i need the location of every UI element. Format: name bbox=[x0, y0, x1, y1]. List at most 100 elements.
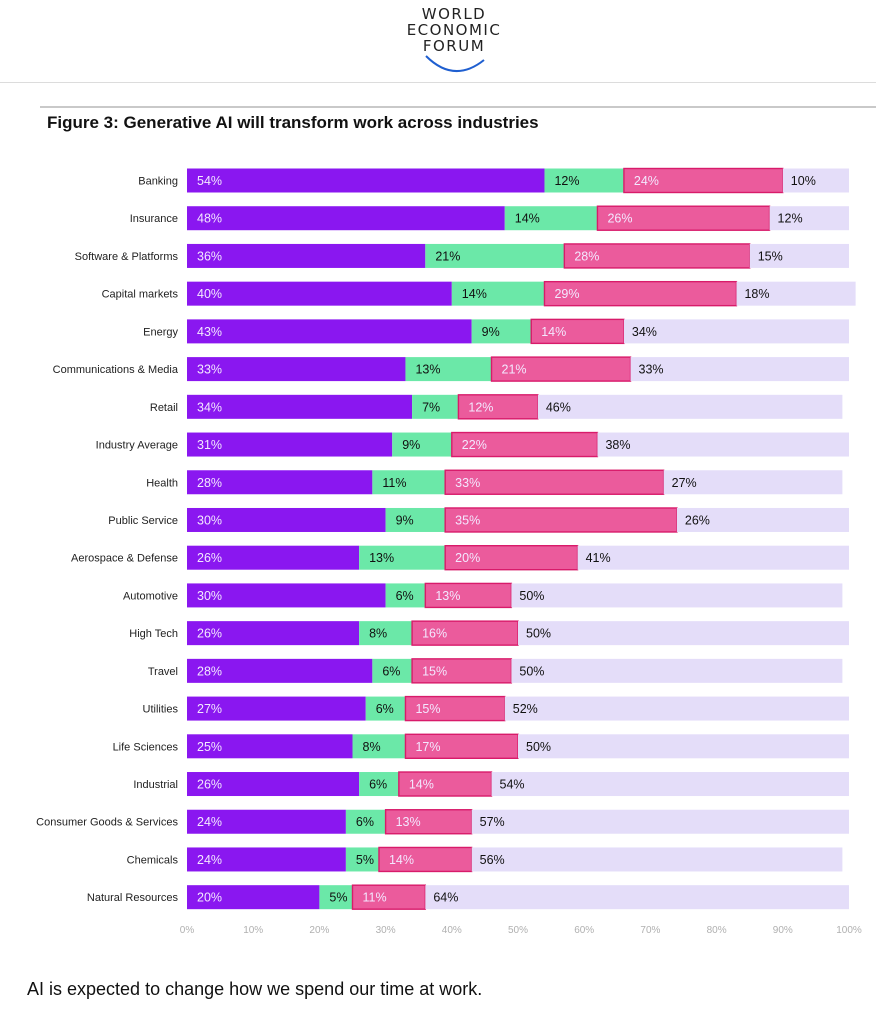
category-label-capital-markets: Capital markets bbox=[102, 289, 179, 301]
value-label-seg3-retail: 12% bbox=[468, 400, 493, 414]
logo-line-1: WORLD bbox=[421, 5, 487, 23]
bar-seg1-insurance bbox=[187, 206, 505, 231]
value-label-seg1-industrial: 26% bbox=[197, 778, 222, 792]
stacked-bar-chart: Banking 54% 12% 24% 10% Insurance 48% 14% 26% 12%… bbox=[36, 167, 862, 936]
bar-seg3-industry-average bbox=[451, 431, 599, 458]
bar-seg1-retail bbox=[187, 394, 413, 419]
logo-line-3: FORUM bbox=[422, 37, 486, 55]
value-label-seg2-software-platforms: 21% bbox=[435, 249, 460, 263]
logo-line-2: ECONOMIC bbox=[406, 21, 502, 39]
x-tick-label-10: 100% bbox=[836, 925, 862, 936]
value-label-seg3-insurance: 26% bbox=[607, 212, 632, 226]
category-label-life-sciences: Life Sciences bbox=[113, 741, 179, 753]
bar-seg3-communications-media bbox=[490, 356, 632, 382]
value-label-remainder-retail: 46% bbox=[546, 400, 571, 414]
bar-seg1-life-sciences bbox=[187, 734, 353, 759]
bar-remainder-banking bbox=[782, 168, 849, 193]
value-label-seg2-consumer-goods-services: 6% bbox=[356, 815, 374, 829]
bar-seg3-banking bbox=[623, 167, 784, 194]
bar-seg1-banking bbox=[187, 168, 545, 193]
bar-seg2-health bbox=[372, 470, 446, 495]
bar-remainder-natural-resources bbox=[425, 885, 849, 910]
value-label-seg3-chemicals: 14% bbox=[389, 853, 414, 867]
category-label-banking: Banking bbox=[138, 176, 178, 188]
category-label-automotive: Automotive bbox=[123, 590, 178, 602]
value-label-seg3-communications-media: 21% bbox=[502, 363, 527, 377]
value-label-remainder-public-service: 26% bbox=[685, 513, 710, 527]
bar-seg2-retail bbox=[412, 394, 459, 419]
bar-remainder-capital-markets bbox=[736, 281, 856, 306]
x-tick-label-6: 60% bbox=[574, 925, 594, 936]
value-label-seg2-capital-markets: 14% bbox=[462, 287, 487, 301]
bar-remainder-industrial bbox=[491, 772, 849, 797]
value-label-seg1-aerospace-defense: 26% bbox=[197, 551, 222, 565]
category-label-health: Health bbox=[146, 477, 178, 489]
category-label-communications-media: Communications & Media bbox=[53, 364, 179, 376]
category-label-energy: Energy bbox=[143, 326, 178, 338]
bar-seg3-software-platforms bbox=[563, 243, 751, 269]
logo-arc-icon bbox=[425, 55, 485, 73]
value-label-seg2-aerospace-defense: 13% bbox=[369, 551, 394, 565]
x-tick-label-9: 90% bbox=[773, 925, 793, 936]
world-economic-forum-logo[interactable]: WORLD ECONOMIC FORUM bbox=[398, 6, 510, 74]
bar-seg2-software-platforms bbox=[425, 243, 565, 268]
figure-top-rule bbox=[40, 106, 876, 108]
x-tick-label-1: 10% bbox=[243, 925, 263, 936]
value-label-seg3-travel: 15% bbox=[422, 664, 447, 678]
value-label-seg3-automotive: 13% bbox=[435, 589, 460, 603]
x-tick-label-7: 70% bbox=[640, 925, 660, 936]
bar-seg1-consumer-goods-services bbox=[187, 809, 346, 834]
value-label-seg2-energy: 9% bbox=[482, 325, 500, 339]
bar-seg1-health bbox=[187, 470, 373, 495]
value-label-seg1-communications-media: 33% bbox=[197, 363, 222, 377]
bar-seg1-communications-media bbox=[187, 357, 406, 382]
value-label-remainder-communications-media: 33% bbox=[639, 363, 664, 377]
value-label-seg1-consumer-goods-services: 24% bbox=[197, 815, 222, 829]
bar-seg3-life-sciences bbox=[404, 733, 519, 759]
bar-seg2-energy bbox=[471, 319, 532, 344]
bar-seg2-utilities bbox=[365, 696, 406, 721]
value-label-seg1-public-service: 30% bbox=[197, 513, 222, 527]
article-caption: AI is expected to change how we spend ou… bbox=[27, 979, 483, 999]
bar-seg2-industry-average bbox=[392, 432, 452, 457]
value-label-remainder-travel: 50% bbox=[519, 664, 544, 678]
value-label-remainder-insurance: 12% bbox=[778, 212, 803, 226]
value-label-seg3-public-service: 35% bbox=[455, 513, 480, 527]
value-label-remainder-aerospace-defense: 41% bbox=[586, 551, 611, 565]
category-label-insurance: Insurance bbox=[130, 213, 178, 225]
value-label-seg1-automotive: 30% bbox=[197, 589, 222, 603]
value-label-seg3-aerospace-defense: 20% bbox=[455, 551, 480, 565]
bar-seg3-natural-resources bbox=[351, 884, 427, 910]
category-label-industry-average: Industry Average bbox=[96, 440, 178, 452]
bar-remainder-aerospace-defense bbox=[577, 545, 849, 570]
value-label-seg2-chemicals: 5% bbox=[356, 853, 374, 867]
value-label-remainder-industrial: 54% bbox=[500, 778, 525, 792]
bar-seg2-consumer-goods-services bbox=[345, 809, 386, 834]
value-label-remainder-automotive: 50% bbox=[519, 589, 544, 603]
bar-seg2-public-service bbox=[385, 507, 446, 532]
bar-seg3-public-service bbox=[444, 507, 678, 533]
bar-seg2-chemicals bbox=[345, 847, 379, 872]
value-label-seg3-life-sciences: 17% bbox=[415, 740, 440, 754]
category-label-consumer-goods-services: Consumer Goods & Services bbox=[36, 817, 178, 829]
bar-remainder-utilities bbox=[504, 696, 849, 721]
bar-remainder-public-service bbox=[676, 507, 849, 532]
bar-seg3-high-tech bbox=[411, 620, 519, 646]
value-label-seg1-industry-average: 31% bbox=[197, 438, 222, 452]
value-label-seg1-banking: 54% bbox=[197, 174, 222, 188]
x-tick-label-3: 30% bbox=[376, 925, 396, 936]
value-label-seg1-retail: 34% bbox=[197, 400, 222, 414]
bar-seg1-capital-markets bbox=[187, 281, 452, 306]
value-label-seg3-capital-markets: 29% bbox=[554, 287, 579, 301]
value-label-seg3-software-platforms: 28% bbox=[574, 249, 599, 263]
value-label-seg3-consumer-goods-services: 13% bbox=[396, 815, 421, 829]
category-label-aerospace-defense: Aerospace & Defense bbox=[71, 553, 178, 565]
value-label-remainder-consumer-goods-services: 57% bbox=[480, 815, 505, 829]
value-label-seg1-health: 28% bbox=[197, 476, 222, 490]
bar-seg1-aerospace-defense bbox=[187, 545, 360, 570]
x-tick-label-4: 40% bbox=[442, 925, 462, 936]
value-label-remainder-utilities: 52% bbox=[513, 702, 538, 716]
bar-seg3-health bbox=[444, 469, 665, 495]
site-header: WORLD ECONOMIC FORUM bbox=[0, 0, 876, 82]
value-label-seg1-energy: 43% bbox=[197, 325, 222, 339]
